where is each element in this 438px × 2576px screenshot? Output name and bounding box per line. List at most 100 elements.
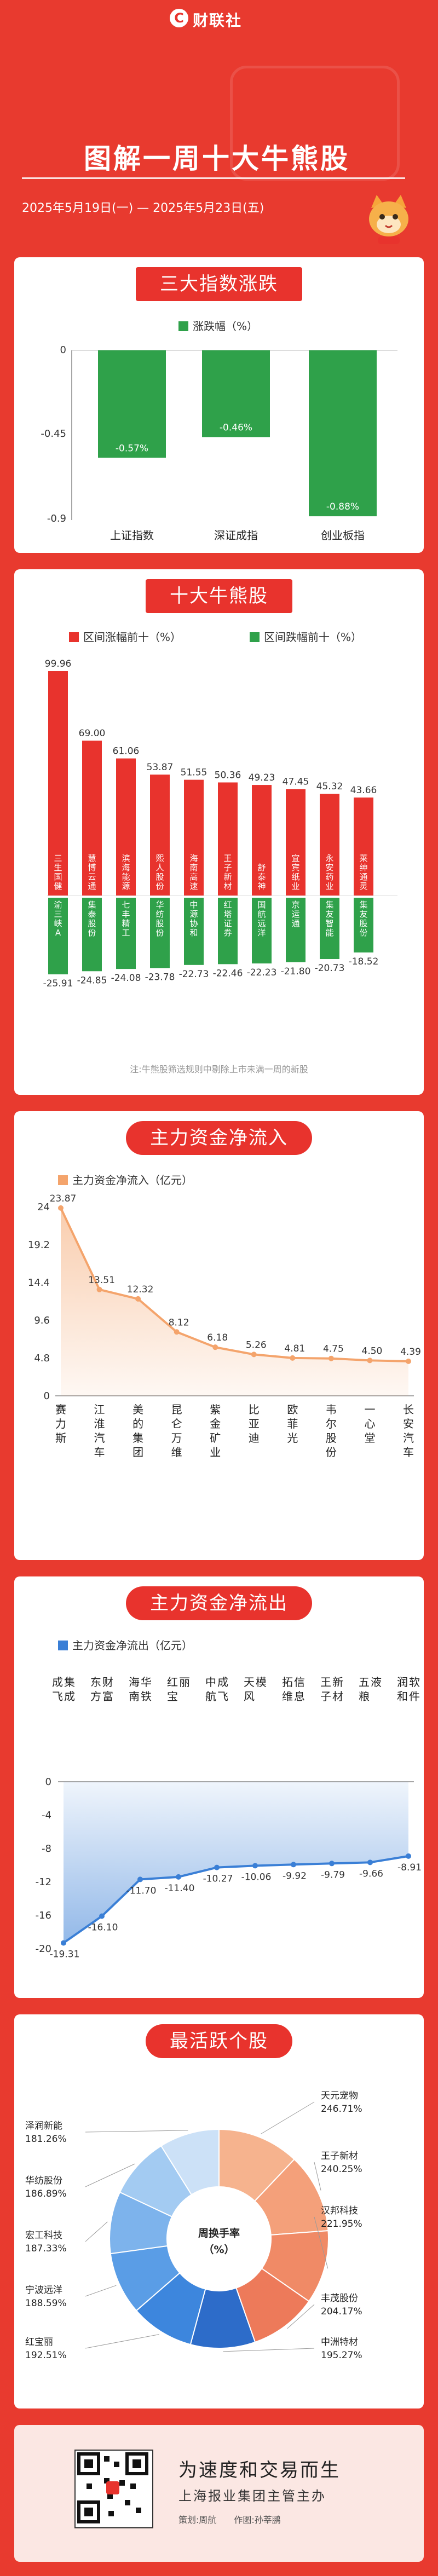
bear-stock-name: 丰	[122, 909, 130, 919]
inflow-category: 团	[132, 1446, 143, 1459]
bear-value-label: -25.91	[43, 978, 73, 989]
inflow-category: 比	[249, 1403, 260, 1416]
inflow-category: 江	[94, 1403, 105, 1416]
inflow-value-label: 12.32	[127, 1284, 154, 1295]
outflow-legend: 主力资金净流出（亿元）	[58, 1637, 193, 1653]
pie-leader-line	[85, 2221, 108, 2242]
outflow-category: 模	[256, 1676, 267, 1689]
legend-swatch-orange	[58, 1175, 68, 1185]
bear-stock-name: 证	[223, 919, 232, 928]
bull-bar	[354, 797, 373, 896]
outflow-category: 中	[205, 1676, 216, 1689]
bear-stock-name: 洋	[257, 928, 266, 938]
outflow-value-label: -11.40	[165, 1883, 195, 1894]
bear-bar	[320, 898, 339, 960]
bull-stock-name: 通	[88, 881, 96, 891]
outflow-category: 富	[102, 1690, 113, 1703]
footer-subslogan: 上海报业集团主管主办	[178, 2488, 326, 2504]
outflow-category: 成	[52, 1676, 63, 1689]
bull-value-label: 99.96	[45, 659, 72, 669]
bear-stock-name: 华	[155, 900, 164, 910]
bear-stock-name: 份	[359, 928, 367, 938]
pie-slice-name: 红宝丽	[25, 2337, 53, 2348]
pie-slice-name: 宁波远洋	[25, 2285, 62, 2296]
bear-value-label: -24.85	[77, 975, 107, 986]
bull-bar	[320, 794, 339, 896]
bull-value-label: 61.06	[113, 746, 140, 757]
inflow-category: 金	[210, 1417, 221, 1430]
bull-stock-name: 新	[223, 872, 232, 882]
outflow-category: 王	[320, 1676, 331, 1689]
outflow-category: 东	[90, 1676, 101, 1689]
indices-bar	[98, 350, 166, 458]
indices-bar-label: -0.46%	[220, 422, 252, 433]
outflow-value-label: -9.79	[321, 1869, 345, 1880]
indices-bar	[309, 350, 377, 517]
indices-legend-label: 涨跌幅（%）	[193, 320, 258, 333]
outflow-category: 方	[90, 1690, 101, 1703]
bear-bar	[184, 898, 204, 965]
bull-stock-name: 纸	[291, 872, 299, 882]
bear-stock-name: 友	[325, 909, 333, 919]
bull-stock-name: 泰	[257, 872, 266, 882]
inflow-ytick: 4.8	[34, 1353, 50, 1364]
inflow-category: 紫	[210, 1403, 221, 1416]
bear-stock-name: 和	[189, 928, 198, 938]
inflow-value-label: 5.26	[246, 1339, 267, 1350]
outflow-point	[137, 1876, 143, 1882]
inflow-value-label: 8.12	[169, 1317, 189, 1328]
bull-stock-name: 滨	[122, 853, 130, 863]
pie-slice-value: 221.95%	[321, 2219, 362, 2230]
outflow-category: 子	[320, 1690, 331, 1703]
inflow-category: 汽	[403, 1431, 414, 1445]
pie-slice	[160, 2128, 220, 2196]
title-underline	[22, 177, 405, 179]
bear-stock-name: 中	[189, 900, 198, 910]
bull-stock-name: 能	[122, 872, 130, 882]
outflow-category: 润	[397, 1676, 408, 1689]
inflow-point	[406, 1358, 411, 1364]
inflow-ytick: 14.4	[28, 1277, 50, 1289]
bear-stock-name: 渝	[54, 900, 62, 910]
outflow-category: 成	[217, 1676, 228, 1689]
pie-slice-value: 246.71%	[321, 2104, 362, 2115]
bear-bar	[48, 898, 68, 974]
bull-stock-name: 云	[88, 872, 96, 882]
bull-stock-name: 安	[325, 863, 333, 873]
outflow-line	[62, 1855, 409, 1944]
pie-slice-name: 汉邦科技	[321, 2205, 358, 2216]
pie-slice-value: 186.89%	[25, 2188, 67, 2199]
outflow-category: 软	[409, 1676, 420, 1689]
bull-stock-name: 三	[54, 853, 62, 863]
bear-bar	[252, 898, 272, 964]
bear-stock-name: 股	[155, 919, 164, 928]
bull-stock-name: 生	[54, 863, 62, 873]
inflow-value-label: 23.87	[50, 1193, 77, 1204]
inflow-ytick: 9.6	[34, 1315, 50, 1326]
inflow-legend: 主力资金净流入（亿元）	[58, 1171, 193, 1187]
inflow-point	[58, 1205, 64, 1211]
pie-leader-line	[85, 2130, 188, 2133]
outflow-ytick: -8	[42, 1843, 51, 1855]
bear-stock-name: 塔	[223, 909, 232, 919]
indices-ytick: -0.9	[47, 513, 66, 524]
bear-stock-name: 份	[155, 928, 164, 938]
bear-stock-name: 纺	[155, 909, 164, 919]
outflow-category: 风	[244, 1690, 255, 1703]
bear-stock-name: 航	[257, 909, 266, 919]
legend-swatch-blue	[58, 1641, 68, 1650]
bear-stock-name: 运	[291, 909, 299, 919]
bear-stock-name: 京	[291, 900, 299, 910]
bear-value-label: -24.08	[111, 973, 141, 984]
outflow-value-label: -8.91	[397, 1862, 422, 1873]
inflow-ytick: 19.2	[28, 1239, 50, 1251]
inflow-point	[212, 1344, 218, 1350]
indices-chart: 0 -0.45 -0.9 -0.57% -0.46% -0.88% 上证指数 深证成…	[41, 344, 397, 542]
inflow-point	[174, 1329, 180, 1335]
inflow-card: 主力资金净流入 主力资金净流入（亿元） 24 19.2 14.4 9.6 4.8 0 23.…	[14, 1111, 424, 1560]
pie-slice-name: 丰茂股份	[321, 2293, 358, 2304]
bear-bar	[354, 898, 373, 953]
outflow-category: 粮	[359, 1690, 370, 1703]
footer-credits: 策划:周航 作图:孙莘鹏	[178, 2515, 281, 2525]
indices-ytick: -0.45	[41, 428, 66, 440]
